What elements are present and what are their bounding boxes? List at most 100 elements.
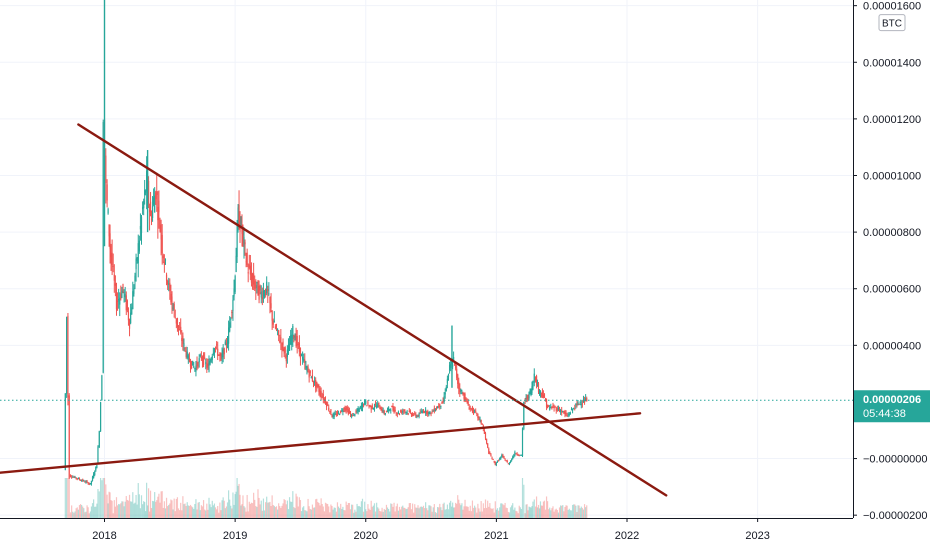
volume-bar (238, 483, 240, 518)
candle-body (439, 403, 441, 407)
volume-bar (478, 508, 480, 518)
volume-bar (199, 510, 201, 518)
volume-bar (184, 503, 186, 518)
volume-bar (279, 506, 281, 518)
candle-body (399, 411, 402, 413)
volume-bar (274, 507, 277, 518)
volume-bar (362, 511, 365, 518)
candle-body (85, 481, 87, 483)
volume-bar (222, 497, 224, 518)
candle-body (149, 201, 152, 216)
candle-body (520, 454, 523, 456)
volume-bar (446, 504, 449, 518)
candle-body (293, 336, 295, 338)
candle-body (247, 272, 249, 274)
candle-body (404, 410, 406, 412)
volume-bar (443, 502, 445, 518)
y-tick-label: −0.00000000 (863, 454, 928, 466)
candle-body (157, 206, 159, 221)
volume-bar (206, 503, 208, 518)
candle-body (537, 383, 540, 392)
candle-body (320, 391, 322, 397)
volume-bar (434, 512, 437, 518)
volume-bar (66, 478, 68, 518)
trendlines[interactable] (0, 123, 668, 497)
volume-bar (402, 505, 404, 518)
candle-body (464, 393, 466, 402)
candle-body (393, 407, 395, 413)
candle-body (434, 409, 437, 412)
volume-bar (281, 505, 283, 518)
candle-body (164, 259, 167, 261)
candle-body (204, 357, 206, 359)
volume-bar (84, 512, 86, 518)
volume-bar (516, 511, 518, 518)
candle-body (385, 411, 388, 413)
candle-body (514, 451, 516, 456)
candle-body (345, 407, 347, 411)
trendline-ascending-support[interactable] (0, 412, 642, 474)
trendline-descending-resistance[interactable] (77, 123, 668, 497)
volume-bar (339, 508, 341, 518)
candle-body (432, 410, 434, 412)
volume-bar (447, 509, 450, 518)
volume-bar (109, 492, 111, 518)
volume-bar (236, 478, 238, 518)
candle-body (84, 481, 86, 483)
currency-badge[interactable] (878, 14, 906, 32)
volume-bar (312, 507, 315, 518)
candle-body (578, 403, 580, 405)
candle-body (462, 392, 464, 394)
volume-bar (253, 492, 255, 518)
volume-bar (226, 502, 229, 518)
candle-body (529, 390, 531, 393)
candle-body (391, 405, 393, 408)
candle-body (389, 409, 391, 411)
candle-body (315, 379, 317, 388)
volume-bar (554, 509, 556, 518)
candle-body (503, 456, 505, 459)
volume-bar (560, 505, 562, 518)
volume-bar (329, 512, 331, 518)
volume-bar (347, 502, 349, 518)
volume-bar (539, 501, 542, 518)
volume-bar (316, 498, 318, 518)
y-tick-label: 0.00000600 (863, 284, 921, 296)
candle-body (554, 406, 556, 408)
candle-body (219, 353, 221, 356)
volume-bar (180, 502, 182, 518)
volume-bar (67, 478, 69, 518)
volume-bar (371, 506, 373, 518)
candle-body (398, 413, 401, 415)
volume-bar (313, 507, 316, 518)
time-axis-background[interactable] (0, 518, 932, 550)
candle-body (382, 409, 384, 412)
candle-body (425, 409, 427, 413)
candle-body (543, 393, 546, 398)
volume-bar (556, 509, 558, 518)
volume-bar (257, 489, 259, 518)
volume-bar (414, 504, 416, 518)
candle-body (430, 412, 432, 414)
candle-body (386, 409, 389, 411)
candle-body (470, 408, 472, 410)
candle-body (150, 218, 153, 220)
price-axis-background[interactable] (853, 0, 932, 550)
volume-bar (320, 498, 322, 518)
candle-body (97, 446, 99, 465)
volume-bar (230, 505, 232, 518)
candle-body (232, 299, 234, 311)
candle-body (131, 307, 133, 315)
volume-bar (143, 501, 145, 518)
last-price-countdown: 05:44:38 (863, 408, 906, 420)
candle-body (333, 413, 335, 417)
volume-bar (119, 504, 121, 518)
candle-body (272, 320, 274, 325)
candle-body (481, 423, 483, 425)
candle-body (209, 360, 211, 365)
volume-bar (229, 499, 231, 518)
x-tick-label: 2020 (354, 530, 378, 542)
